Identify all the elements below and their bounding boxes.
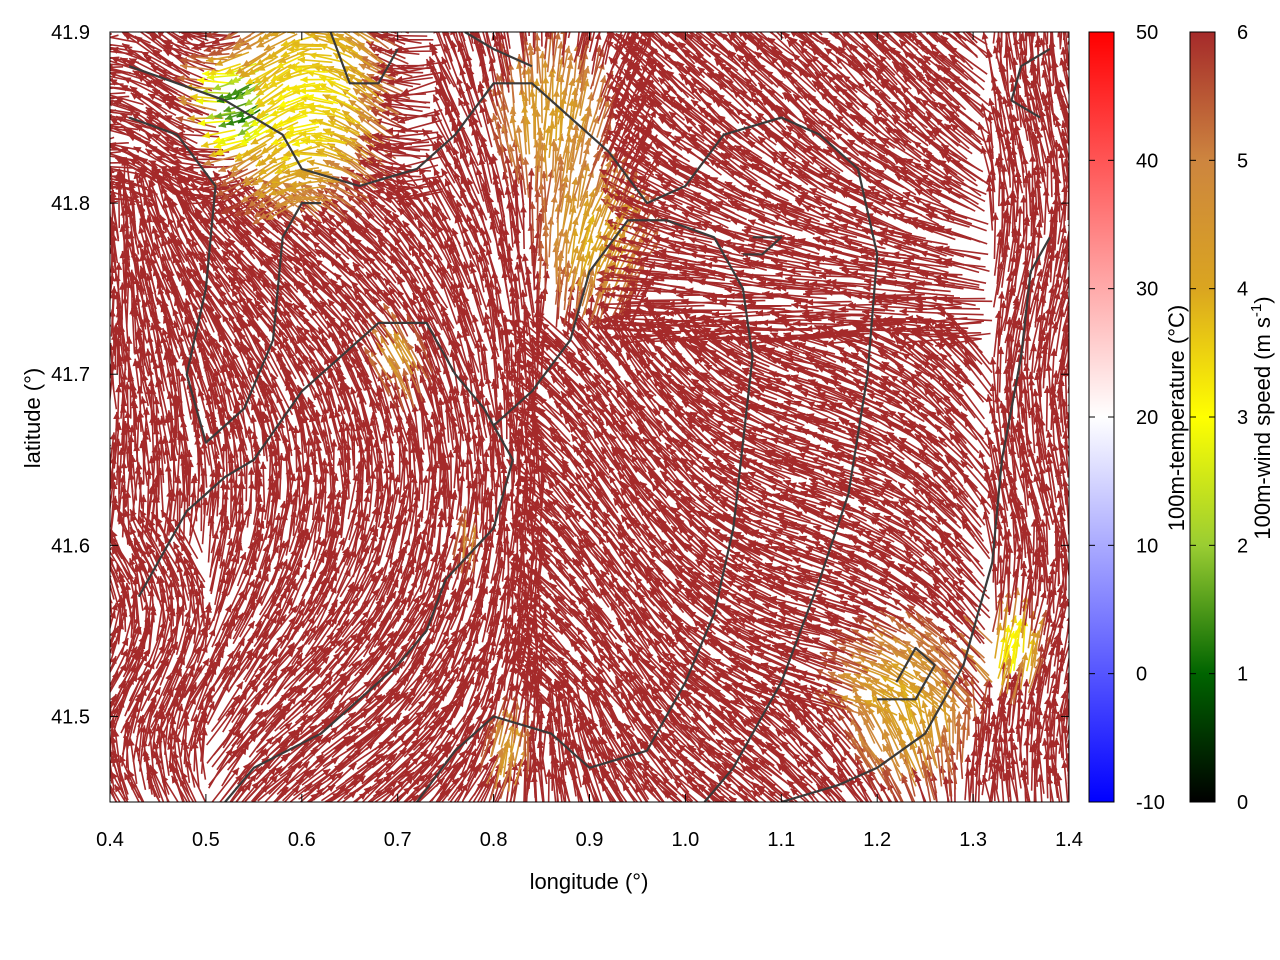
wind-arrow [85,782,105,824]
plot-area [72,31,1087,824]
wind-arrow-head [1072,699,1079,706]
wind-arrow-head [1076,634,1083,642]
wind-arrow [95,732,102,777]
wind-arrow-head [1076,709,1083,717]
wind-arrow-head [1074,654,1081,662]
wind-arrow [72,776,97,815]
wind-arrow-head [85,742,92,750]
wind-arrow-head [1074,746,1081,753]
wind-arrow [1074,654,1081,700]
wind-arrow-shaft [87,742,96,787]
wind-arrow-shaft [1070,708,1078,753]
wind-arrow-shaft [85,769,102,811]
wind-arrow-head [91,759,98,767]
wind-arrow [91,754,103,799]
wind-arrow-shaft [72,776,97,815]
wind-arrow-shaft [98,718,106,763]
wind-arrow [1068,733,1073,779]
wind-arrow-head [1071,673,1078,681]
wind-arrow-shaft [98,723,102,769]
wind-arrow-shaft [1071,734,1075,780]
wind-arrow [1074,664,1081,710]
wind-arrow-shaft [91,759,107,802]
wind-arrow-shaft [1071,733,1073,779]
wind-arrow-shaft [1070,776,1074,821]
wind-arrow-head [1068,634,1069,635]
wind-arrow-head [84,769,90,777]
wind-arrow-shaft [1075,709,1080,755]
wind-arrow-head [72,776,79,784]
wind-arrow [1077,750,1084,796]
wind-arrow-shaft [1070,634,1081,678]
wind-arrow-head [85,782,91,790]
wind-arrow-shaft [1075,664,1078,710]
wind-arrow [1075,709,1082,755]
wind-arrow-head [1076,685,1083,692]
wind-arrow [1070,708,1080,753]
wind-arrow [1078,681,1087,726]
wind-arrow [1073,711,1080,757]
wind-arrow-head [1068,739,1069,741]
wind-arrow-head [102,776,109,784]
wind-arrow-head [1080,681,1087,689]
wind-arrow-head [1071,648,1078,656]
wind-arrow-head [95,723,102,730]
wind-arrow-head [1074,664,1081,671]
wind-arrow [1076,685,1083,731]
wind-arrow-shaft [1074,654,1079,700]
wind-arrow-head [1077,750,1084,757]
wind-arrow [1071,616,1078,662]
wind-arrow-head [95,732,102,739]
wind-arrow-shaft [1079,685,1080,731]
wind-arrow-head [1074,708,1081,716]
wind-arrow-head [1071,616,1078,623]
wind-arrow-head [101,766,107,774]
wind-arrow-shaft [93,754,103,799]
wind-arrow-head [102,718,109,726]
wind-arrow [1070,634,1083,678]
wind-arrow [95,723,102,769]
wind-arrow [85,742,96,787]
wind-arrow-shaft [1078,681,1085,726]
wind-arrow-shaft [1076,699,1077,745]
wind-arrow-head [1069,697,1076,705]
wind-arrow-head [90,763,96,771]
wind-arrow [1075,628,1085,674]
wind-arrow-shaft [1075,628,1082,674]
wind-arrow [84,769,102,811]
wind-arrow-shaft [85,782,105,824]
wind-arrow-shaft [98,732,102,777]
wind-arrow-head [1073,711,1080,718]
wind-arrow-shaft [1071,721,1074,767]
wind-arrow [90,763,108,805]
wind-arrow-shaft [1077,746,1079,792]
wind-arrow-shaft [1075,711,1076,757]
wind-arrow-shaft [90,763,108,805]
wind-arrow-head [91,754,98,762]
wind-arrow-shaft [1072,616,1075,662]
wind-arrow-head [1078,628,1085,636]
wind-arrow [1072,660,1085,705]
wind-arrow-shaft [1068,768,1069,769]
wind-arrow [91,759,108,802]
wind-arrow [1072,699,1079,745]
wind-arrow [1074,746,1081,792]
wind-arrow [98,718,108,763]
wind-arrow-shaft [1072,660,1083,705]
wind-arrow-head [1078,660,1085,668]
